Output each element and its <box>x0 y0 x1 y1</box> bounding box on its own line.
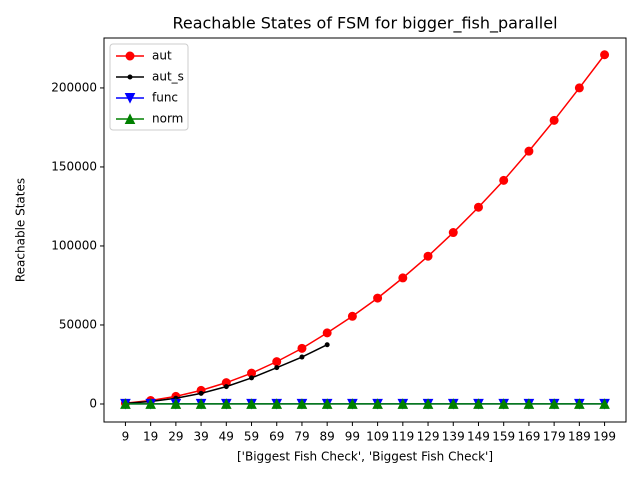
marker <box>548 398 560 409</box>
marker <box>297 343 307 353</box>
marker <box>124 113 136 124</box>
marker <box>398 273 408 283</box>
y-tick-label: 200000 <box>51 80 97 94</box>
chart-title: Reachable States of FSM for bigger_fish_… <box>172 14 557 34</box>
marker <box>274 365 280 371</box>
marker <box>299 354 305 360</box>
marker <box>195 398 207 409</box>
y-tick-label: 100000 <box>51 238 97 252</box>
marker <box>271 398 283 409</box>
x-tick-label: 189 <box>568 430 591 444</box>
marker <box>223 384 229 390</box>
x-tick-label: 129 <box>417 430 440 444</box>
marker <box>524 146 534 156</box>
y-tick-label: 0 <box>89 396 97 410</box>
marker <box>249 375 255 381</box>
x-tick-label: 9 <box>122 430 130 444</box>
marker <box>422 398 434 409</box>
marker <box>373 293 383 303</box>
marker <box>599 398 610 409</box>
marker <box>549 115 559 125</box>
y-axis-label: Reachable States <box>14 178 28 282</box>
marker <box>322 328 332 338</box>
legend-label: norm <box>152 112 183 126</box>
x-tick-label: 49 <box>219 430 234 444</box>
marker <box>473 398 484 409</box>
x-tick-label: 119 <box>391 430 414 444</box>
x-tick-label: 19 <box>143 430 158 444</box>
x-tick-label: 109 <box>366 430 389 444</box>
marker <box>170 398 182 409</box>
marker <box>246 398 257 409</box>
x-tick-label: 149 <box>467 430 490 444</box>
x-tick-label: 199 <box>593 430 616 444</box>
marker <box>574 398 585 409</box>
marker <box>447 398 459 409</box>
x-tick-label: 139 <box>442 430 465 444</box>
x-axis-label: ['Biggest Fish Check', 'Biggest Fish Che… <box>237 450 493 464</box>
x-tick-label: 99 <box>345 430 360 444</box>
marker <box>347 398 358 409</box>
marker <box>397 398 409 409</box>
marker <box>498 398 510 409</box>
marker <box>600 50 610 60</box>
x-tick-label: 159 <box>492 430 515 444</box>
x-tick-label: 69 <box>269 430 284 444</box>
plot-area <box>103 37 627 423</box>
x-tick-label: 89 <box>320 430 335 444</box>
x-tick-label: 169 <box>517 430 540 444</box>
marker <box>145 398 156 409</box>
marker <box>120 398 131 409</box>
marker <box>124 93 136 104</box>
legend-label: aut_s <box>152 70 184 84</box>
x-tick-label: 59 <box>244 430 259 444</box>
y-tick-label: 50000 <box>59 317 97 331</box>
legend-label: func <box>152 91 178 105</box>
marker <box>473 202 483 212</box>
marker <box>347 311 357 321</box>
marker <box>324 342 330 348</box>
marker <box>499 175 509 185</box>
marker <box>296 398 308 409</box>
y-tick-label: 150000 <box>51 159 97 173</box>
marker <box>272 357 282 367</box>
marker <box>127 74 133 80</box>
marker <box>220 398 232 409</box>
legend-label: aut <box>152 49 172 63</box>
x-tick-label: 79 <box>294 430 309 444</box>
marker <box>423 251 433 261</box>
marker <box>574 83 584 93</box>
marker <box>372 398 383 409</box>
marker <box>523 398 535 409</box>
marker <box>198 390 204 396</box>
marker <box>125 51 135 61</box>
x-tick-label: 179 <box>543 430 566 444</box>
x-tick-label: 29 <box>168 430 183 444</box>
marker <box>448 228 458 238</box>
legend-box <box>109 43 189 131</box>
marker <box>321 398 333 409</box>
x-tick-label: 39 <box>193 430 208 444</box>
